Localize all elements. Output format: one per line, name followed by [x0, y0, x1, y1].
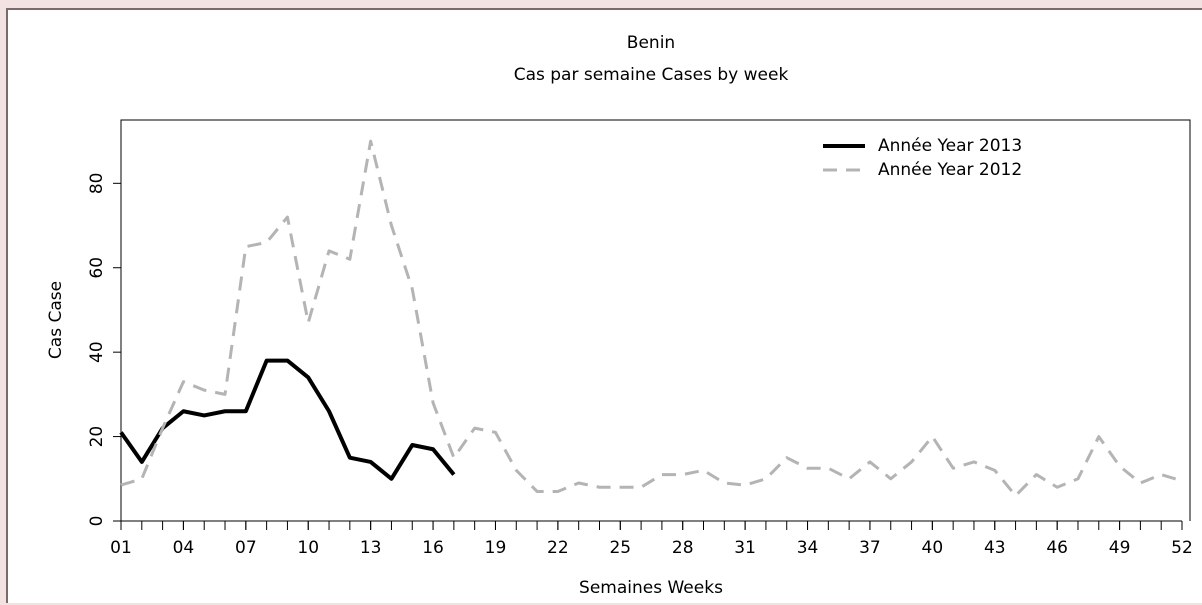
x-tick-label: 25: [609, 538, 631, 558]
x-tick-label: 01: [110, 538, 132, 558]
y-tick-label: 20: [87, 426, 107, 448]
x-tick-label: 34: [797, 538, 819, 558]
x-tick-label: 46: [1046, 538, 1068, 558]
series-line: [119, 358, 456, 481]
y-tick-label: 60: [87, 257, 107, 279]
x-tick-label: 13: [360, 538, 382, 558]
x-tick-label: 19: [485, 538, 507, 558]
x-tick-label: 16: [422, 538, 444, 558]
x-axis-label: Semaines Weeks: [579, 578, 723, 598]
y-tick-label: 80: [87, 172, 107, 194]
legend-label: Année Year 2012: [878, 160, 1022, 180]
x-tick-label: 07: [235, 538, 257, 558]
x-tick-label: 37: [859, 538, 881, 558]
chart-subtitle: Cas par semaine Cases by week: [514, 65, 789, 85]
chart: Benin Cas par semaine Cases by week Sema…: [46, 33, 1193, 598]
x-tick-label: 52: [1171, 538, 1193, 558]
chart-panel: Benin Cas par semaine Cases by week Sema…: [6, 8, 1202, 603]
x-tick-label: 04: [173, 538, 195, 558]
x-tick-label: 40: [922, 538, 944, 558]
series-line: [120, 139, 1183, 498]
x-tick-label: 22: [547, 538, 569, 558]
x-tick-label: 43: [984, 538, 1006, 558]
y-tick-label: 0: [87, 516, 107, 527]
plot-frame: [120, 119, 1191, 521]
x-tick-label: 28: [672, 538, 694, 558]
legend-label: Année Year 2013: [878, 136, 1022, 156]
y-axis-label: Cas Case: [46, 281, 66, 359]
y-tick-label: 40: [87, 341, 107, 363]
x-tick-label: 49: [1109, 538, 1131, 558]
x-tick-label: 31: [734, 538, 756, 558]
chart-title: Benin: [627, 33, 675, 53]
x-tick-label: 10: [297, 538, 319, 558]
